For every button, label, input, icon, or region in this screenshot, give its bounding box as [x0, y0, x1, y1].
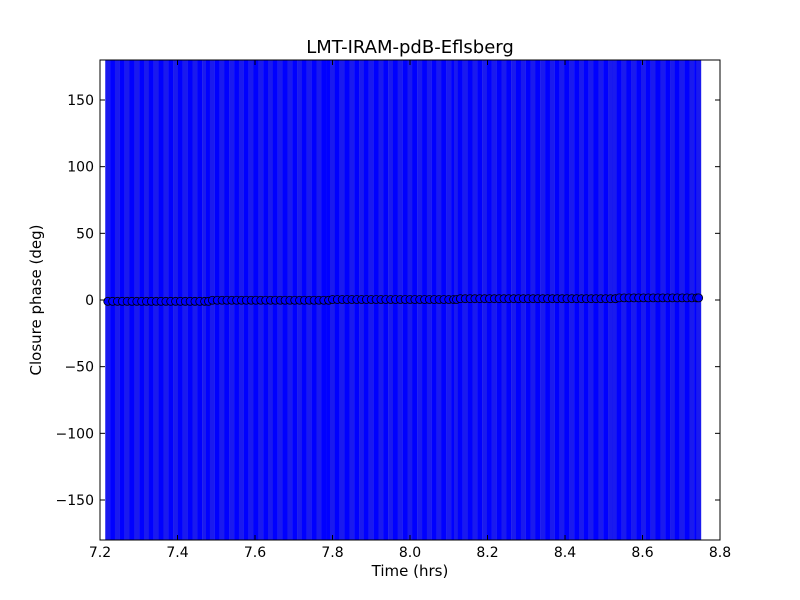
y-tick-label: 150	[67, 93, 94, 109]
x-axis-label: Time (hrs)	[371, 562, 449, 580]
x-tick-label: 8.6	[631, 545, 653, 561]
x-tick-label: 8.2	[476, 545, 498, 561]
y-tick-label: 0	[85, 293, 94, 309]
x-tick-label: 8.8	[709, 545, 731, 561]
y-tick-label: 50	[76, 226, 94, 242]
y-tick-label: 100	[67, 160, 94, 176]
data-points	[103, 293, 704, 306]
x-tick-label: 7.2	[89, 545, 111, 561]
x-tick-label: 7.8	[321, 545, 343, 561]
x-tick-label: 8.4	[554, 545, 576, 561]
y-tick-label: −150	[56, 493, 94, 509]
x-tick-label: 7.4	[166, 545, 188, 561]
y-axis-label: Closure phase (deg)	[27, 225, 45, 376]
y-tick-label: −50	[64, 360, 94, 376]
x-axis: 7.2 7.4 7.6 7.8 8.0 8.2 8.4 8.6 8.8	[89, 60, 731, 561]
y-axis: −150 −100 −50 0 50 100 150	[56, 93, 720, 509]
y-tick-label: −100	[56, 426, 94, 442]
data-point	[694, 293, 704, 303]
x-tick-label: 7.6	[244, 545, 266, 561]
chart-title: LMT-IRAM-pdB-Eflsberg	[306, 37, 514, 58]
x-tick-label: 8.0	[399, 545, 421, 561]
